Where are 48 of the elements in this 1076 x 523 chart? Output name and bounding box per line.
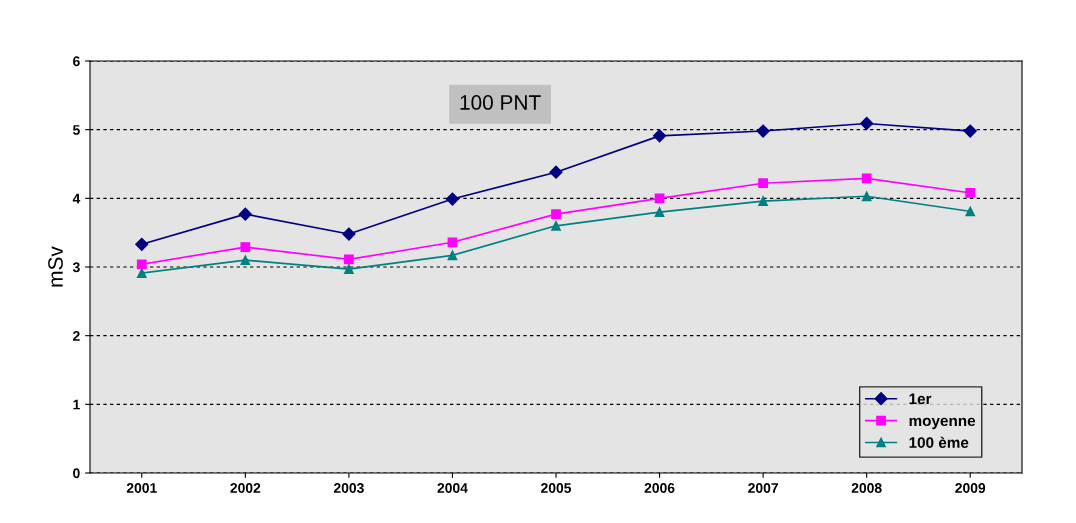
- point: [447, 237, 458, 248]
- x-tick-label: 2004: [437, 483, 468, 493]
- legend-label: 100 ème: [909, 436, 969, 448]
- point: [342, 227, 356, 241]
- point: [551, 209, 561, 219]
- point: [445, 192, 460, 206]
- point: [551, 220, 561, 231]
- annotation: 100 PNT: [460, 95, 541, 110]
- point: [965, 187, 976, 198]
- point: [652, 129, 667, 143]
- y-tick-label: 5: [72, 125, 80, 135]
- x-tick-label: 2005: [541, 483, 572, 493]
- point: [861, 173, 872, 184]
- y-tick-label: 0: [73, 468, 80, 479]
- point: [549, 165, 563, 179]
- point: [136, 259, 147, 270]
- point: [654, 207, 665, 217]
- point: [136, 268, 147, 279]
- x-tick-label: 2009: [955, 483, 986, 493]
- x-tick-label: 2003: [333, 483, 364, 493]
- point: [447, 250, 458, 261]
- y-tick-label: 3: [72, 262, 80, 273]
- x-tick-label: 2002: [230, 483, 261, 493]
- point: [860, 116, 874, 131]
- point: [238, 207, 252, 221]
- point: [963, 124, 977, 138]
- y-tick-label: 6: [73, 56, 80, 67]
- point: [758, 196, 768, 206]
- point: [240, 242, 251, 252]
- x-tick-label: 2001: [126, 483, 157, 493]
- y-tick-label: 1: [73, 399, 80, 410]
- point: [756, 124, 770, 138]
- point: [861, 191, 872, 202]
- y-tick-label: 2: [73, 331, 80, 341]
- x-tick-label: 2008: [851, 483, 882, 493]
- point: [344, 264, 354, 274]
- point: [758, 178, 768, 189]
- point: [240, 255, 251, 265]
- legend-label: moyenne: [909, 417, 976, 430]
- x-tick-label: 2007: [748, 483, 778, 493]
- point: [344, 254, 354, 265]
- point: [965, 206, 976, 217]
- x-tick-label: 2006: [644, 483, 675, 493]
- point: [654, 193, 665, 204]
- point: [135, 237, 149, 251]
- y-tick-label: 4: [72, 193, 81, 204]
- legend-label: 1er: [909, 393, 932, 405]
- y-axis-title: mSv: [48, 246, 63, 287]
